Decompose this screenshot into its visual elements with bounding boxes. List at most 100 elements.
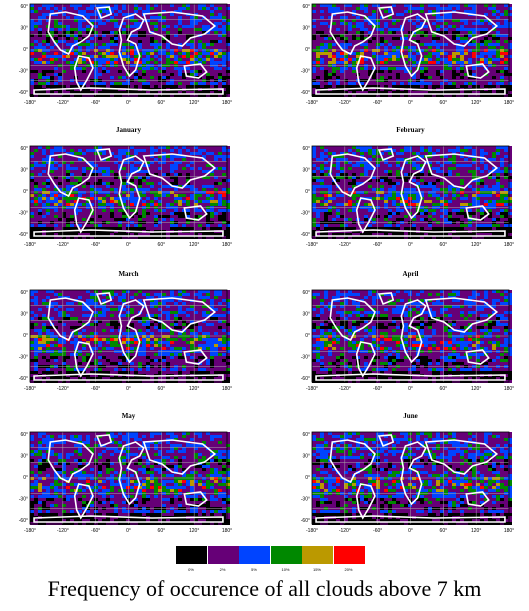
data-cell xyxy=(106,73,110,76)
coastline xyxy=(329,11,376,56)
data-cell xyxy=(218,43,222,46)
data-cell xyxy=(190,215,194,218)
data-cell xyxy=(146,209,150,212)
data-cell xyxy=(46,55,50,58)
data-cell xyxy=(226,16,230,19)
data-cell xyxy=(66,73,70,76)
data-cell xyxy=(198,61,202,64)
data-cell xyxy=(388,146,392,149)
data-cell xyxy=(102,22,106,25)
data-cell xyxy=(166,185,170,188)
data-cell xyxy=(98,43,102,46)
data-cell xyxy=(182,209,186,212)
data-cell xyxy=(356,91,360,94)
data-cell xyxy=(30,16,34,19)
data-cell xyxy=(328,52,332,55)
data-cell xyxy=(70,55,74,58)
data-cell xyxy=(488,13,492,16)
data-cell xyxy=(400,70,404,73)
data-cell xyxy=(336,73,340,76)
data-cell xyxy=(158,67,162,70)
data-cell xyxy=(106,67,110,70)
data-cell xyxy=(190,212,194,215)
data-cell xyxy=(178,191,182,194)
data-cell xyxy=(468,158,472,161)
data-cell xyxy=(98,194,102,197)
coastline xyxy=(142,153,217,189)
data-cell xyxy=(376,70,380,73)
data-cell xyxy=(492,19,496,22)
data-cell xyxy=(162,146,166,149)
data-cell xyxy=(356,58,360,61)
data-cell xyxy=(456,61,460,64)
data-cell xyxy=(332,16,336,19)
data-cell xyxy=(174,94,178,97)
data-cell xyxy=(138,61,142,64)
data-cell xyxy=(344,31,348,34)
data-cell xyxy=(86,155,90,158)
data-cell xyxy=(492,34,496,37)
data-cell xyxy=(158,85,162,88)
data-cell xyxy=(198,203,202,206)
data-cell xyxy=(58,73,62,76)
data-cell xyxy=(146,61,150,64)
data-cell xyxy=(118,224,122,227)
data-cell xyxy=(492,52,496,55)
data-cell xyxy=(412,149,416,152)
data-cell xyxy=(42,224,46,227)
data-cell xyxy=(166,58,170,61)
data-cell xyxy=(218,200,222,203)
data-cell xyxy=(130,149,134,152)
data-cell xyxy=(30,43,34,46)
data-cell xyxy=(86,40,90,43)
data-cell xyxy=(440,7,444,10)
data-cell xyxy=(182,215,186,218)
data-cell xyxy=(364,46,368,49)
data-cell xyxy=(190,170,194,173)
data-cell xyxy=(62,164,66,167)
data-cell xyxy=(62,182,66,185)
data-cell xyxy=(154,200,158,203)
data-cell xyxy=(348,152,352,155)
data-cell xyxy=(380,52,384,55)
data-cell xyxy=(82,161,86,164)
data-cell xyxy=(118,182,122,185)
data-cell xyxy=(50,149,54,152)
data-cell xyxy=(150,34,154,37)
data-cell xyxy=(126,182,130,185)
data-cell xyxy=(110,197,114,200)
data-cell xyxy=(178,197,182,200)
data-cell xyxy=(464,152,468,155)
data-cell xyxy=(78,212,82,215)
data-cell xyxy=(392,4,396,7)
data-cell xyxy=(126,227,130,230)
data-cell xyxy=(332,73,336,76)
data-cell xyxy=(460,46,464,49)
data-cell xyxy=(190,85,194,88)
data-cell xyxy=(206,46,210,49)
data-cell xyxy=(194,209,198,212)
data-cell xyxy=(114,218,118,221)
data-cell xyxy=(58,91,62,94)
data-cell xyxy=(492,46,496,49)
data-cell xyxy=(210,43,214,46)
data-cell xyxy=(456,85,460,88)
data-cell xyxy=(62,25,66,28)
data-cell xyxy=(30,200,34,203)
data-cell xyxy=(42,185,46,188)
data-cell xyxy=(150,61,154,64)
data-cell xyxy=(412,22,416,25)
data-cell xyxy=(202,13,206,16)
data-cell xyxy=(480,155,484,158)
data-cell xyxy=(476,46,480,49)
data-cell xyxy=(456,158,460,161)
data-cell xyxy=(226,4,230,7)
data-cell xyxy=(428,61,432,64)
data-cell xyxy=(138,22,142,25)
data-cell xyxy=(178,200,182,203)
data-cell xyxy=(58,146,62,149)
data-cell xyxy=(456,49,460,52)
coastline xyxy=(47,11,94,56)
data-cell xyxy=(34,7,38,10)
data-cell xyxy=(190,28,194,31)
